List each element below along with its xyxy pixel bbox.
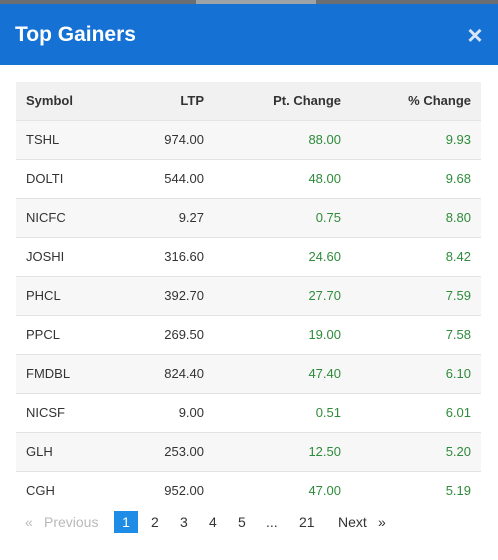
- symbol-cell: JOSHI: [26, 249, 65, 264]
- header-pct-change[interactable]: % Change: [408, 93, 471, 108]
- page-2-button[interactable]: 2: [151, 514, 159, 530]
- ltp-cell: 269.50: [164, 327, 204, 342]
- pt-change-cell: 47.00: [308, 483, 341, 498]
- pagination-ellipsis: ...: [266, 514, 278, 530]
- pct-change-cell: 5.20: [445, 444, 471, 459]
- header-pt-change[interactable]: Pt. Change: [273, 93, 341, 108]
- pct-change-cell: 7.59: [445, 288, 471, 303]
- modal-header: Top Gainers ×: [0, 4, 498, 65]
- table-row: DOLTI 544.00 48.00 9.68: [16, 160, 481, 199]
- ltp-cell: 392.70: [164, 288, 204, 303]
- gainers-table: Symbol LTP Pt. Change % Change TSHL 974.…: [16, 82, 481, 508]
- table-row: PPCL 269.50 19.00 7.58: [16, 316, 481, 355]
- ltp-cell: 952.00: [164, 483, 204, 498]
- previous-arrow-icon: «: [25, 514, 33, 530]
- page-21-button[interactable]: 21: [299, 514, 315, 530]
- pt-change-cell: 27.70: [308, 288, 341, 303]
- page-3-button[interactable]: 3: [180, 514, 188, 530]
- pct-change-cell: 9.68: [445, 171, 471, 186]
- table-row: CGH 952.00 47.00 5.19: [16, 472, 481, 508]
- table-row: NICFC 9.27 0.75 8.80: [16, 199, 481, 238]
- header-ltp[interactable]: LTP: [180, 93, 204, 108]
- pct-change-cell: 9.93: [445, 132, 471, 147]
- symbol-cell: GLH: [26, 444, 53, 459]
- pt-change-cell: 24.60: [308, 249, 341, 264]
- ltp-cell: 316.60: [164, 249, 204, 264]
- next-button[interactable]: Next: [338, 514, 367, 530]
- pct-change-cell: 7.58: [445, 327, 471, 342]
- pct-change-cell: 6.01: [445, 405, 471, 420]
- pt-change-cell: 0.51: [315, 405, 341, 420]
- symbol-cell: PHCL: [26, 288, 61, 303]
- pt-change-cell: 88.00: [308, 132, 341, 147]
- ltp-cell: 974.00: [164, 132, 204, 147]
- table-header-row: Symbol LTP Pt. Change % Change: [16, 82, 481, 121]
- page-5-button[interactable]: 5: [238, 514, 246, 530]
- symbol-cell: FMDBL: [26, 366, 71, 381]
- symbol-cell: PPCL: [26, 327, 60, 342]
- pt-change-cell: 47.40: [308, 366, 341, 381]
- pt-change-cell: 0.75: [315, 210, 341, 225]
- previous-button: Previous: [44, 514, 99, 530]
- table-row: GLH 253.00 12.50 5.20: [16, 433, 481, 472]
- ltp-cell: 824.40: [164, 366, 204, 381]
- next-arrow-icon[interactable]: »: [378, 514, 386, 530]
- symbol-cell: CGH: [26, 483, 55, 498]
- page-1-button[interactable]: 1: [114, 511, 138, 533]
- top-strip-segment: [196, 0, 316, 4]
- ltp-cell: 253.00: [164, 444, 204, 459]
- symbol-cell: TSHL: [26, 132, 60, 147]
- ltp-cell: 9.27: [178, 210, 204, 225]
- pct-change-cell: 5.19: [445, 483, 471, 498]
- pt-change-cell: 12.50: [308, 444, 341, 459]
- table-row: FMDBL 824.40 47.40 6.10: [16, 355, 481, 394]
- table-row: TSHL 974.00 88.00 9.93: [16, 121, 481, 160]
- pct-change-cell: 8.80: [445, 210, 471, 225]
- modal-title: Top Gainers: [15, 23, 136, 46]
- table-row: NICSF 9.00 0.51 6.01: [16, 394, 481, 433]
- ltp-cell: 544.00: [164, 171, 204, 186]
- symbol-cell: NICFC: [26, 210, 66, 225]
- symbol-cell: NICSF: [26, 405, 65, 420]
- top-strip: [0, 0, 498, 4]
- pt-change-cell: 19.00: [308, 327, 341, 342]
- table-row: JOSHI 316.60 24.60 8.42: [16, 238, 481, 277]
- table-row: PHCL 392.70 27.70 7.59: [16, 277, 481, 316]
- page-4-button[interactable]: 4: [209, 514, 217, 530]
- symbol-cell: DOLTI: [26, 171, 64, 186]
- pt-change-cell: 48.00: [308, 171, 341, 186]
- pct-change-cell: 8.42: [445, 249, 471, 264]
- close-icon[interactable]: ×: [467, 20, 483, 50]
- pagination: « Previous 1 2 3 4 5 ... 21 Next »: [0, 508, 498, 536]
- ltp-cell: 9.00: [178, 405, 204, 420]
- pct-change-cell: 6.10: [445, 366, 471, 381]
- header-symbol[interactable]: Symbol: [26, 93, 73, 108]
